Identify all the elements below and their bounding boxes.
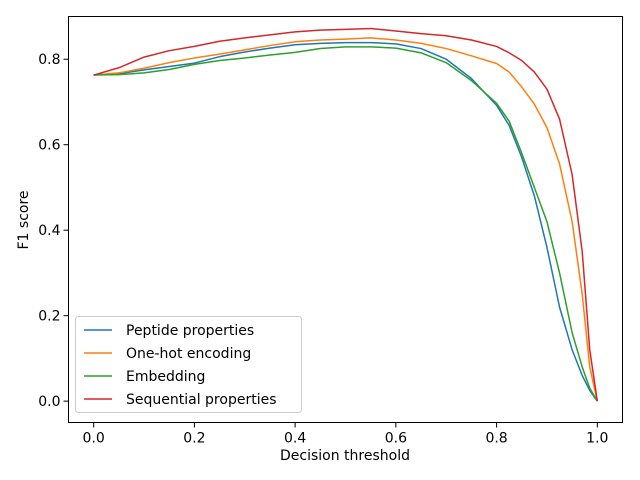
series-line-1	[93, 37, 599, 402]
legend-label: Peptide properties	[126, 323, 254, 339]
x-tick-label: 0.6	[385, 431, 407, 447]
plot-frame	[68, 16, 623, 423]
legend: Peptide properties One-hot encoding Embedd…	[75, 316, 302, 413]
x-axis-ticks: 0.0 0.2 0.4 0.6 0.8 1.0	[83, 422, 608, 447]
y-tick-label: 0.2	[38, 309, 60, 325]
x-tick-label: 0.4	[284, 431, 306, 447]
x-tick-label: 1.0	[586, 431, 608, 447]
y-axis-label: F1 score	[16, 190, 32, 249]
x-tick-label: 0.0	[83, 431, 105, 447]
legend-label: Embedding	[126, 369, 205, 385]
x-tick-label: 0.2	[183, 431, 205, 447]
y-tick-label: 0.6	[38, 138, 60, 154]
y-axis-ticks: 0.0 0.2 0.4 0.6 0.8	[38, 52, 69, 410]
x-axis-label: Decision threshold	[280, 448, 410, 464]
legend-label: Sequential properties	[126, 392, 277, 408]
y-tick-label: 0.8	[38, 52, 60, 68]
x-tick-label: 0.8	[485, 431, 507, 447]
legend-frame	[75, 316, 302, 413]
y-tick-label: 0.0	[38, 394, 60, 410]
series-line-2	[93, 46, 598, 402]
series-line-0	[93, 41, 598, 402]
series-line-3	[93, 27, 599, 402]
legend-label: One-hot encoding	[126, 346, 251, 362]
y-tick-label: 0.4	[38, 223, 60, 239]
series-lines	[93, 27, 599, 402]
